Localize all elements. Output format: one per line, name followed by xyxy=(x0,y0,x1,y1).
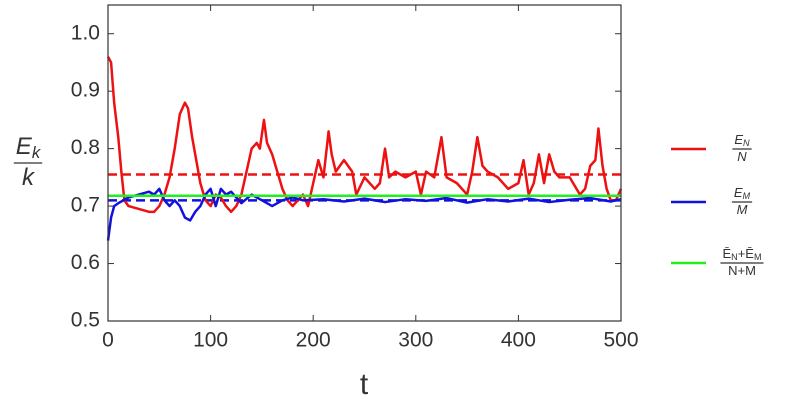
legend-label-part: M xyxy=(754,253,762,263)
y-tick-label: 0.9 xyxy=(71,79,100,102)
legend-label-part: N xyxy=(731,253,738,263)
y-axis-label-part: k xyxy=(32,144,42,163)
legend-label-denominator: N xyxy=(737,149,747,164)
plot-frame xyxy=(107,4,622,322)
legend-label-part: +Ē xyxy=(738,246,755,261)
x-tick-label: 500 xyxy=(603,329,638,352)
legend-label-part: E xyxy=(734,185,743,200)
legend-label-numerator: EN xyxy=(734,132,750,148)
legend-label-numerator: ĒN+ĒM xyxy=(722,246,761,262)
x-tick-label: 400 xyxy=(501,329,536,352)
y-axis-label-part: E xyxy=(16,133,33,160)
legend-label-numerator: EM xyxy=(734,185,751,201)
x-tick-label: 200 xyxy=(296,329,331,352)
x-tick-label: 100 xyxy=(193,329,228,352)
legend-label-part: E xyxy=(734,132,743,147)
y-tick-label: 0.5 xyxy=(71,309,100,332)
legend-label-part: Ē xyxy=(722,246,731,261)
x-axis-label: t xyxy=(360,368,369,401)
y-axis-label-numerator: Ek xyxy=(16,133,42,162)
y-tick-label: 0.6 xyxy=(71,251,100,274)
series-line xyxy=(106,187,622,241)
legend-label-denominator: M xyxy=(737,202,748,217)
legend-label-part: N xyxy=(743,139,750,149)
y-tick-label: 0.8 xyxy=(71,136,100,159)
y-tick-label: 0.7 xyxy=(71,194,100,217)
y-axis-label-denominator: k xyxy=(22,164,36,191)
x-tick-label: 0 xyxy=(102,329,114,352)
y-tick-label: 1.0 xyxy=(71,21,100,44)
series-line xyxy=(106,56,623,214)
legend-label-denominator: N+M xyxy=(728,263,756,278)
x-tick-label: 300 xyxy=(398,329,433,352)
legend-label-part: M xyxy=(743,192,751,202)
